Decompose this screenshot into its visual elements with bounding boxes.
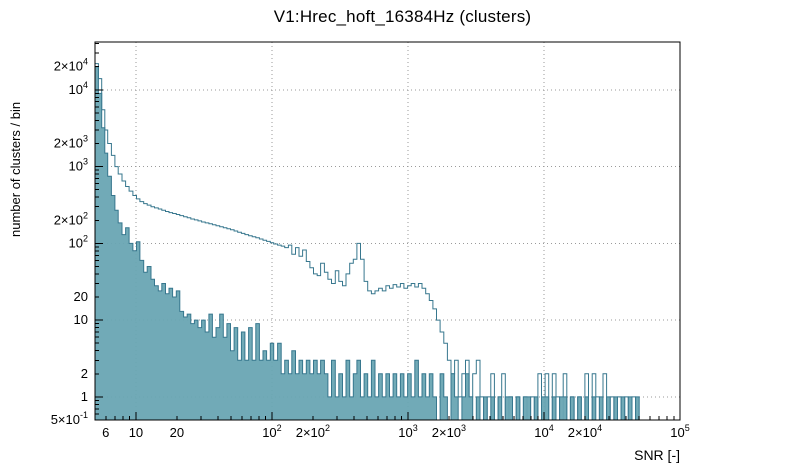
svg-text:102: 102 xyxy=(262,423,281,440)
svg-text:20: 20 xyxy=(74,289,88,304)
svg-text:104: 104 xyxy=(69,80,88,97)
svg-text:2×102: 2×102 xyxy=(296,423,330,440)
filled-histogram xyxy=(95,66,680,420)
svg-text:5×10-1: 5×10-1 xyxy=(51,410,88,427)
svg-text:10: 10 xyxy=(129,425,143,440)
svg-text:2×103: 2×103 xyxy=(432,423,466,440)
svg-text:6: 6 xyxy=(102,425,109,440)
svg-text:2: 2 xyxy=(81,366,88,381)
x-axis-title: SNR [-] xyxy=(634,447,680,463)
svg-text:2×103: 2×103 xyxy=(54,133,88,150)
svg-text:103: 103 xyxy=(69,157,88,174)
svg-text:105: 105 xyxy=(670,423,689,440)
outline-histogram xyxy=(95,63,680,420)
svg-text:20: 20 xyxy=(170,425,184,440)
svg-text:104: 104 xyxy=(534,423,553,440)
tick-labels: 6 10 20 102 2×102 103 2×103 104 2×104 1055×10-112… xyxy=(51,57,690,440)
svg-text:10: 10 xyxy=(74,312,88,327)
svg-text:1: 1 xyxy=(81,389,88,404)
plot-frame xyxy=(94,41,681,421)
chart-title: V1:Hrec_hoft_16384Hz (clusters) xyxy=(273,7,532,26)
svg-text:2×102: 2×102 xyxy=(54,210,88,227)
svg-text:103: 103 xyxy=(398,423,417,440)
svg-text:2×104: 2×104 xyxy=(568,423,602,440)
svg-text:102: 102 xyxy=(69,233,88,250)
svg-text:2×104: 2×104 xyxy=(54,57,88,74)
axis-ticks xyxy=(94,43,681,421)
